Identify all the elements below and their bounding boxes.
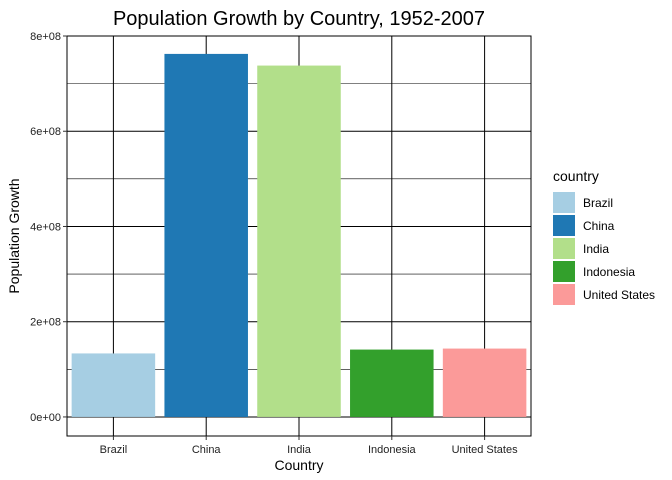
plot-panel (66, 35, 532, 437)
chart-title: Population Growth by Country, 1952-2007 (113, 8, 485, 30)
legend-label: Brazil (583, 196, 613, 210)
y-axis-title: Population Growth (6, 178, 22, 293)
x-tick-label: China (192, 444, 222, 456)
x-tick-label: Brazil (100, 444, 128, 456)
legend: country Brazil China India Indonesia United … (553, 168, 655, 305)
y-tick-label: 2e+08 (30, 317, 61, 329)
legend-label: India (583, 242, 609, 256)
bar-united-states (442, 348, 527, 417)
legend-label: United States (583, 288, 655, 302)
bar-china (164, 53, 248, 417)
y-tick-label: 6e+08 (30, 126, 61, 138)
bar-brazil (71, 353, 156, 417)
x-tick-label: Indonesia (368, 444, 417, 456)
y-tick-label: 0e+00 (30, 412, 61, 424)
legend-label: Indonesia (583, 265, 635, 279)
x-axis-title: Country (274, 457, 323, 473)
x-tick-label: India (287, 444, 312, 456)
legend-key (553, 238, 575, 259)
legend-title: country (553, 168, 599, 184)
y-tick-label: 4e+08 (30, 221, 61, 233)
legend-key (553, 261, 575, 282)
x-axis-ticks: Brazil China India Indonesia United States (100, 436, 518, 456)
y-tick-label: 8e+08 (30, 31, 61, 43)
legend-label: China (583, 219, 615, 233)
legend-key (553, 215, 575, 236)
bar-india (257, 65, 341, 417)
legend-key (553, 192, 575, 213)
bar-indonesia (350, 349, 434, 417)
x-tick-label: United States (452, 444, 519, 456)
y-axis-ticks: 0e+00 2e+08 4e+08 6e+08 8e+08 (30, 31, 67, 424)
legend-key (553, 284, 575, 305)
